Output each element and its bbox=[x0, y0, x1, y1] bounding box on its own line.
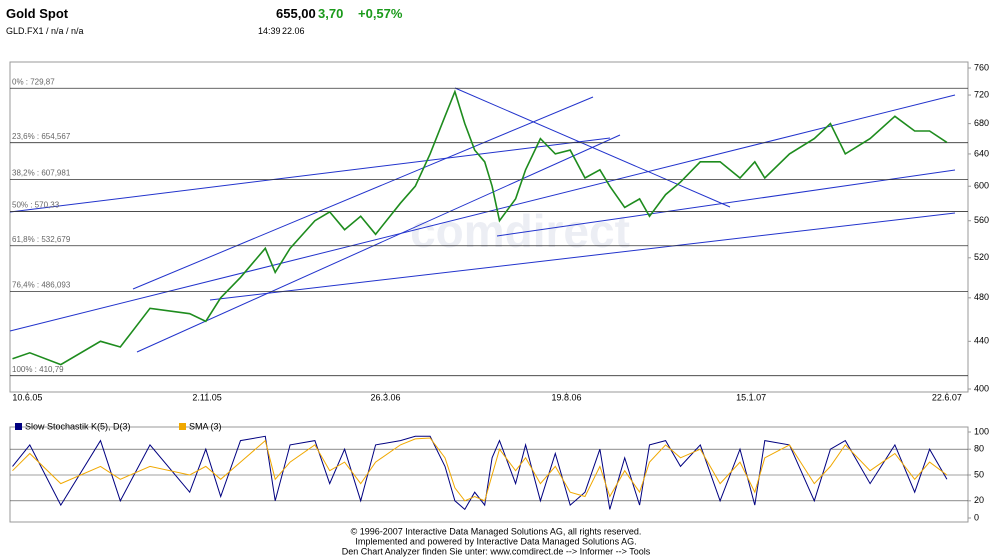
y-tick-label: 440 bbox=[974, 336, 989, 346]
fib-label: 38,2% : 607,981 bbox=[12, 169, 71, 178]
price: 655,00 bbox=[276, 6, 316, 21]
footer-line: Den Chart Analyzer finden Sie unter: www… bbox=[342, 546, 651, 556]
footer-line: © 1996-2007 Interactive Data Managed Sol… bbox=[351, 526, 642, 536]
footer-line: Implemented and powered by Interactive D… bbox=[355, 536, 636, 546]
trend-line bbox=[209, 212, 956, 301]
fib-label: 61,8% : 532,679 bbox=[12, 235, 71, 244]
change: 3,70 bbox=[318, 6, 344, 21]
fib-label: 76,4% : 486,093 bbox=[12, 281, 71, 290]
fib-label: 100% : 410,79 bbox=[12, 365, 64, 374]
trend-line bbox=[132, 96, 594, 290]
trend-lines bbox=[9, 87, 956, 353]
y-tick-label: 680 bbox=[974, 118, 989, 128]
x-tick-label: 10.6.05 bbox=[12, 392, 42, 402]
trend-line bbox=[496, 169, 956, 237]
x-tick-label: 15.1.07 bbox=[736, 392, 766, 402]
y-tick-label: 400 bbox=[974, 383, 989, 393]
y-tick-label: 560 bbox=[974, 215, 989, 225]
fib-label: 0% : 729,87 bbox=[12, 77, 55, 86]
series-line bbox=[12, 437, 948, 502]
y-tick-label: 600 bbox=[974, 181, 989, 191]
main-frame bbox=[9, 61, 969, 393]
y-tick-label: 20 bbox=[974, 495, 984, 505]
y-tick-label: 760 bbox=[974, 62, 989, 72]
y-tick-label: 720 bbox=[974, 89, 989, 99]
y-tick-label: 480 bbox=[974, 292, 989, 302]
series-line bbox=[12, 435, 948, 511]
y-tick-label: 0 bbox=[974, 512, 979, 522]
subtitle: GLD.FX1 / n/a / n/a bbox=[6, 26, 84, 36]
watermark: comdirect bbox=[410, 205, 630, 257]
fib-label: 50% : 570,33 bbox=[12, 201, 60, 210]
trend-line bbox=[136, 134, 621, 353]
date: 22.06 bbox=[282, 26, 305, 36]
y-tick-label: 80 bbox=[974, 444, 984, 454]
title: Gold Spot bbox=[6, 6, 69, 21]
x-tick-label: 26.3.06 bbox=[371, 392, 401, 402]
legend-label: SMA (3) bbox=[189, 421, 222, 431]
trend-line bbox=[454, 87, 731, 208]
trend-line bbox=[9, 137, 611, 213]
legend-swatch bbox=[179, 423, 186, 430]
x-tick-label: 2.11.05 bbox=[192, 392, 221, 402]
y-tick-label: 640 bbox=[974, 148, 989, 158]
legend-swatch bbox=[15, 423, 22, 430]
fib-label: 23,6% : 654,567 bbox=[12, 132, 71, 141]
y-tick-label: 520 bbox=[974, 252, 989, 262]
y-tick-label: 50 bbox=[974, 469, 984, 479]
change-pct: +0,57% bbox=[358, 6, 403, 21]
legend-label: Slow Stochastik K(5), D(3) bbox=[25, 421, 131, 431]
trend-line bbox=[9, 94, 956, 332]
x-tick-label: 19.8.06 bbox=[551, 392, 581, 402]
x-tick-label: 22.6.07 bbox=[932, 392, 962, 402]
y-tick-label: 100 bbox=[974, 426, 989, 436]
time: 14:39 bbox=[258, 26, 281, 36]
series-line bbox=[12, 89, 948, 366]
